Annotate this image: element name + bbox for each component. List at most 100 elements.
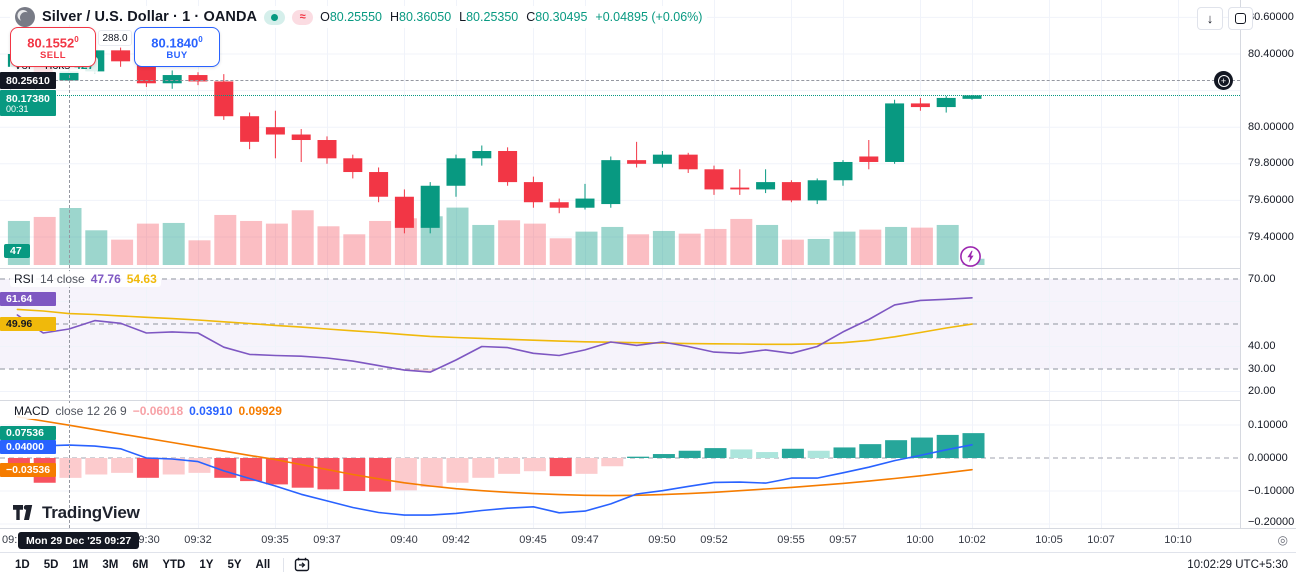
watermark-text: TradingView	[42, 503, 140, 522]
fullscreen-icon	[1235, 13, 1246, 24]
market-open-dot-icon	[271, 13, 279, 21]
spread-value: 288.0	[98, 30, 132, 46]
plus-circle-icon: +	[1217, 74, 1230, 87]
candle	[291, 134, 311, 141]
calendar-icon	[295, 557, 310, 572]
pane-separator[interactable]	[0, 400, 1240, 401]
crosshair-date-badge: Mon 29 Dec '25 09:27	[18, 532, 140, 549]
fullscreen-button[interactable]	[1228, 7, 1253, 30]
last-price-badge: 80.17380 00:31	[0, 90, 56, 116]
high-value: 80.36050	[399, 10, 452, 24]
time-axis-label: 09:40	[390, 534, 418, 546]
rsi-value: 47.76	[90, 272, 121, 286]
symbol-title[interactable]: Silver / U.S. Dollar · 1 · OANDA	[42, 9, 258, 25]
price-axis-label: 80.00000	[1248, 121, 1294, 133]
candle	[214, 81, 234, 117]
time-axis-label: 10:10	[1164, 534, 1192, 546]
time-axis-label: 10:05	[1035, 534, 1063, 546]
macd-axis-label: 0.00000	[1248, 452, 1288, 464]
time-axis-label: 09:57	[829, 534, 857, 546]
rsi-lines-layer	[16, 296, 973, 373]
session-clock[interactable]: 10:02:29 UTC+5:30	[1187, 558, 1288, 571]
candle	[188, 75, 208, 82]
last-price-line	[0, 95, 1240, 96]
load-chart-button[interactable]: ↓	[1197, 7, 1223, 30]
range-button-1y[interactable]: 1Y	[199, 558, 214, 571]
price-axis-label: 79.40000	[1248, 231, 1294, 243]
delayed-data-pill[interactable]: ≈	[292, 9, 314, 25]
pane-separator[interactable]	[0, 268, 1240, 269]
candle	[265, 127, 285, 135]
time-axis-label: 09:55	[777, 534, 805, 546]
add-alert-button[interactable]: +	[1214, 71, 1233, 90]
price-axis[interactable]: 80.60000 80.40000 80.00000 79.80000 79.60000…	[1240, 0, 1296, 528]
macd-axis-label: −0.20000	[1248, 516, 1295, 528]
close-value: 80.30495	[535, 10, 588, 24]
range-button-1m[interactable]: 1M	[72, 558, 89, 571]
range-button-5d[interactable]: 5D	[43, 558, 59, 571]
price-axis-label: 79.80000	[1248, 157, 1294, 169]
macd-pane-canvas[interactable]	[0, 400, 1240, 528]
macd-line-axis-badge: 0.04000	[0, 440, 56, 454]
buy-button-label: BUY	[166, 50, 188, 62]
candle	[240, 116, 260, 142]
candle	[343, 158, 363, 173]
macd-signal-value: 0.09929	[238, 404, 282, 418]
symbol-logo	[15, 7, 35, 27]
tradingview-watermark[interactable]: TradingView	[13, 503, 140, 523]
price-axis-label: 80.60000	[1248, 11, 1294, 23]
ohlc-readout: O80.25550 H80.36050 L80.25350 C80.30495 …	[320, 10, 703, 24]
time-axis-label: 09:30	[132, 534, 160, 546]
rsi-ma-axis-badge: 49.96	[0, 317, 56, 331]
time-axis-label: 09:52	[700, 534, 728, 546]
time-axis[interactable]: 09: Mon 29 Dec '25 09:27 ◎ 09:30 09:32 09:…	[0, 528, 1296, 552]
time-axis-label: 09:47	[571, 534, 599, 546]
instant-order-button[interactable]	[959, 245, 982, 273]
tradingview-logo-icon	[13, 505, 33, 520]
candle	[111, 50, 131, 62]
range-button-3m[interactable]: 3M	[102, 558, 119, 571]
rsi-ma-value: 54.63	[126, 272, 157, 286]
candle	[781, 182, 801, 201]
range-button-ytd[interactable]: YTD	[162, 558, 186, 571]
macd-lines-layer	[16, 415, 973, 516]
candle	[601, 160, 621, 205]
candle	[807, 180, 827, 201]
candle	[936, 97, 956, 108]
rsi-axis-label: 20.00	[1248, 385, 1276, 397]
macd-line-value: 0.03910	[189, 404, 233, 418]
price-axis-label: 80.40000	[1248, 48, 1294, 60]
go-to-date-button[interactable]	[290, 556, 314, 574]
sell-button[interactable]: 80.15520 SELL	[10, 27, 96, 67]
market-status-pill[interactable]	[264, 9, 286, 25]
candle	[833, 161, 853, 181]
range-button-5y[interactable]: 5Y	[227, 558, 242, 571]
price-axis-label: 79.60000	[1248, 194, 1294, 206]
price-pane-canvas[interactable]	[0, 0, 1240, 268]
candle	[498, 150, 518, 183]
candle	[962, 95, 982, 99]
toolbar-divider	[283, 557, 285, 572]
range-button-6m[interactable]: 6M	[132, 558, 149, 571]
rsi-pane-canvas[interactable]	[0, 268, 1240, 400]
candle	[575, 198, 595, 208]
volume-layer	[7, 207, 985, 265]
crosshair-price-badge: 80.25610	[0, 72, 56, 89]
time-axis-label: 09:50	[648, 534, 676, 546]
macd-axis-label: −0.10000	[1248, 485, 1295, 497]
symbol-legend: Silver / U.S. Dollar · 1 · OANDA ≈ O80.2…	[10, 6, 708, 28]
buy-button[interactable]: 80.18400 BUY	[134, 27, 220, 67]
candle	[162, 75, 182, 84]
change-value: +0.04895 (+0.06%)	[595, 10, 703, 24]
timezone-target-icon[interactable]: ◎	[1277, 533, 1288, 547]
rsi-axis-badge: 61.64	[0, 292, 56, 306]
lightning-bolt-icon	[960, 246, 981, 267]
macd-signal-axis-badge: −0.03536	[0, 463, 56, 477]
range-button-all[interactable]: All	[255, 558, 271, 571]
bottom-toolbar: 1D 5D 1M 3M 6M YTD 1Y 5Y All 10:02:29 UTC+5:30	[0, 552, 1296, 576]
rsi-axis-label: 70.00	[1248, 273, 1276, 285]
range-button-1d[interactable]: 1D	[15, 558, 30, 571]
candle	[885, 103, 905, 162]
bar-countdown: 00:31	[6, 103, 29, 114]
